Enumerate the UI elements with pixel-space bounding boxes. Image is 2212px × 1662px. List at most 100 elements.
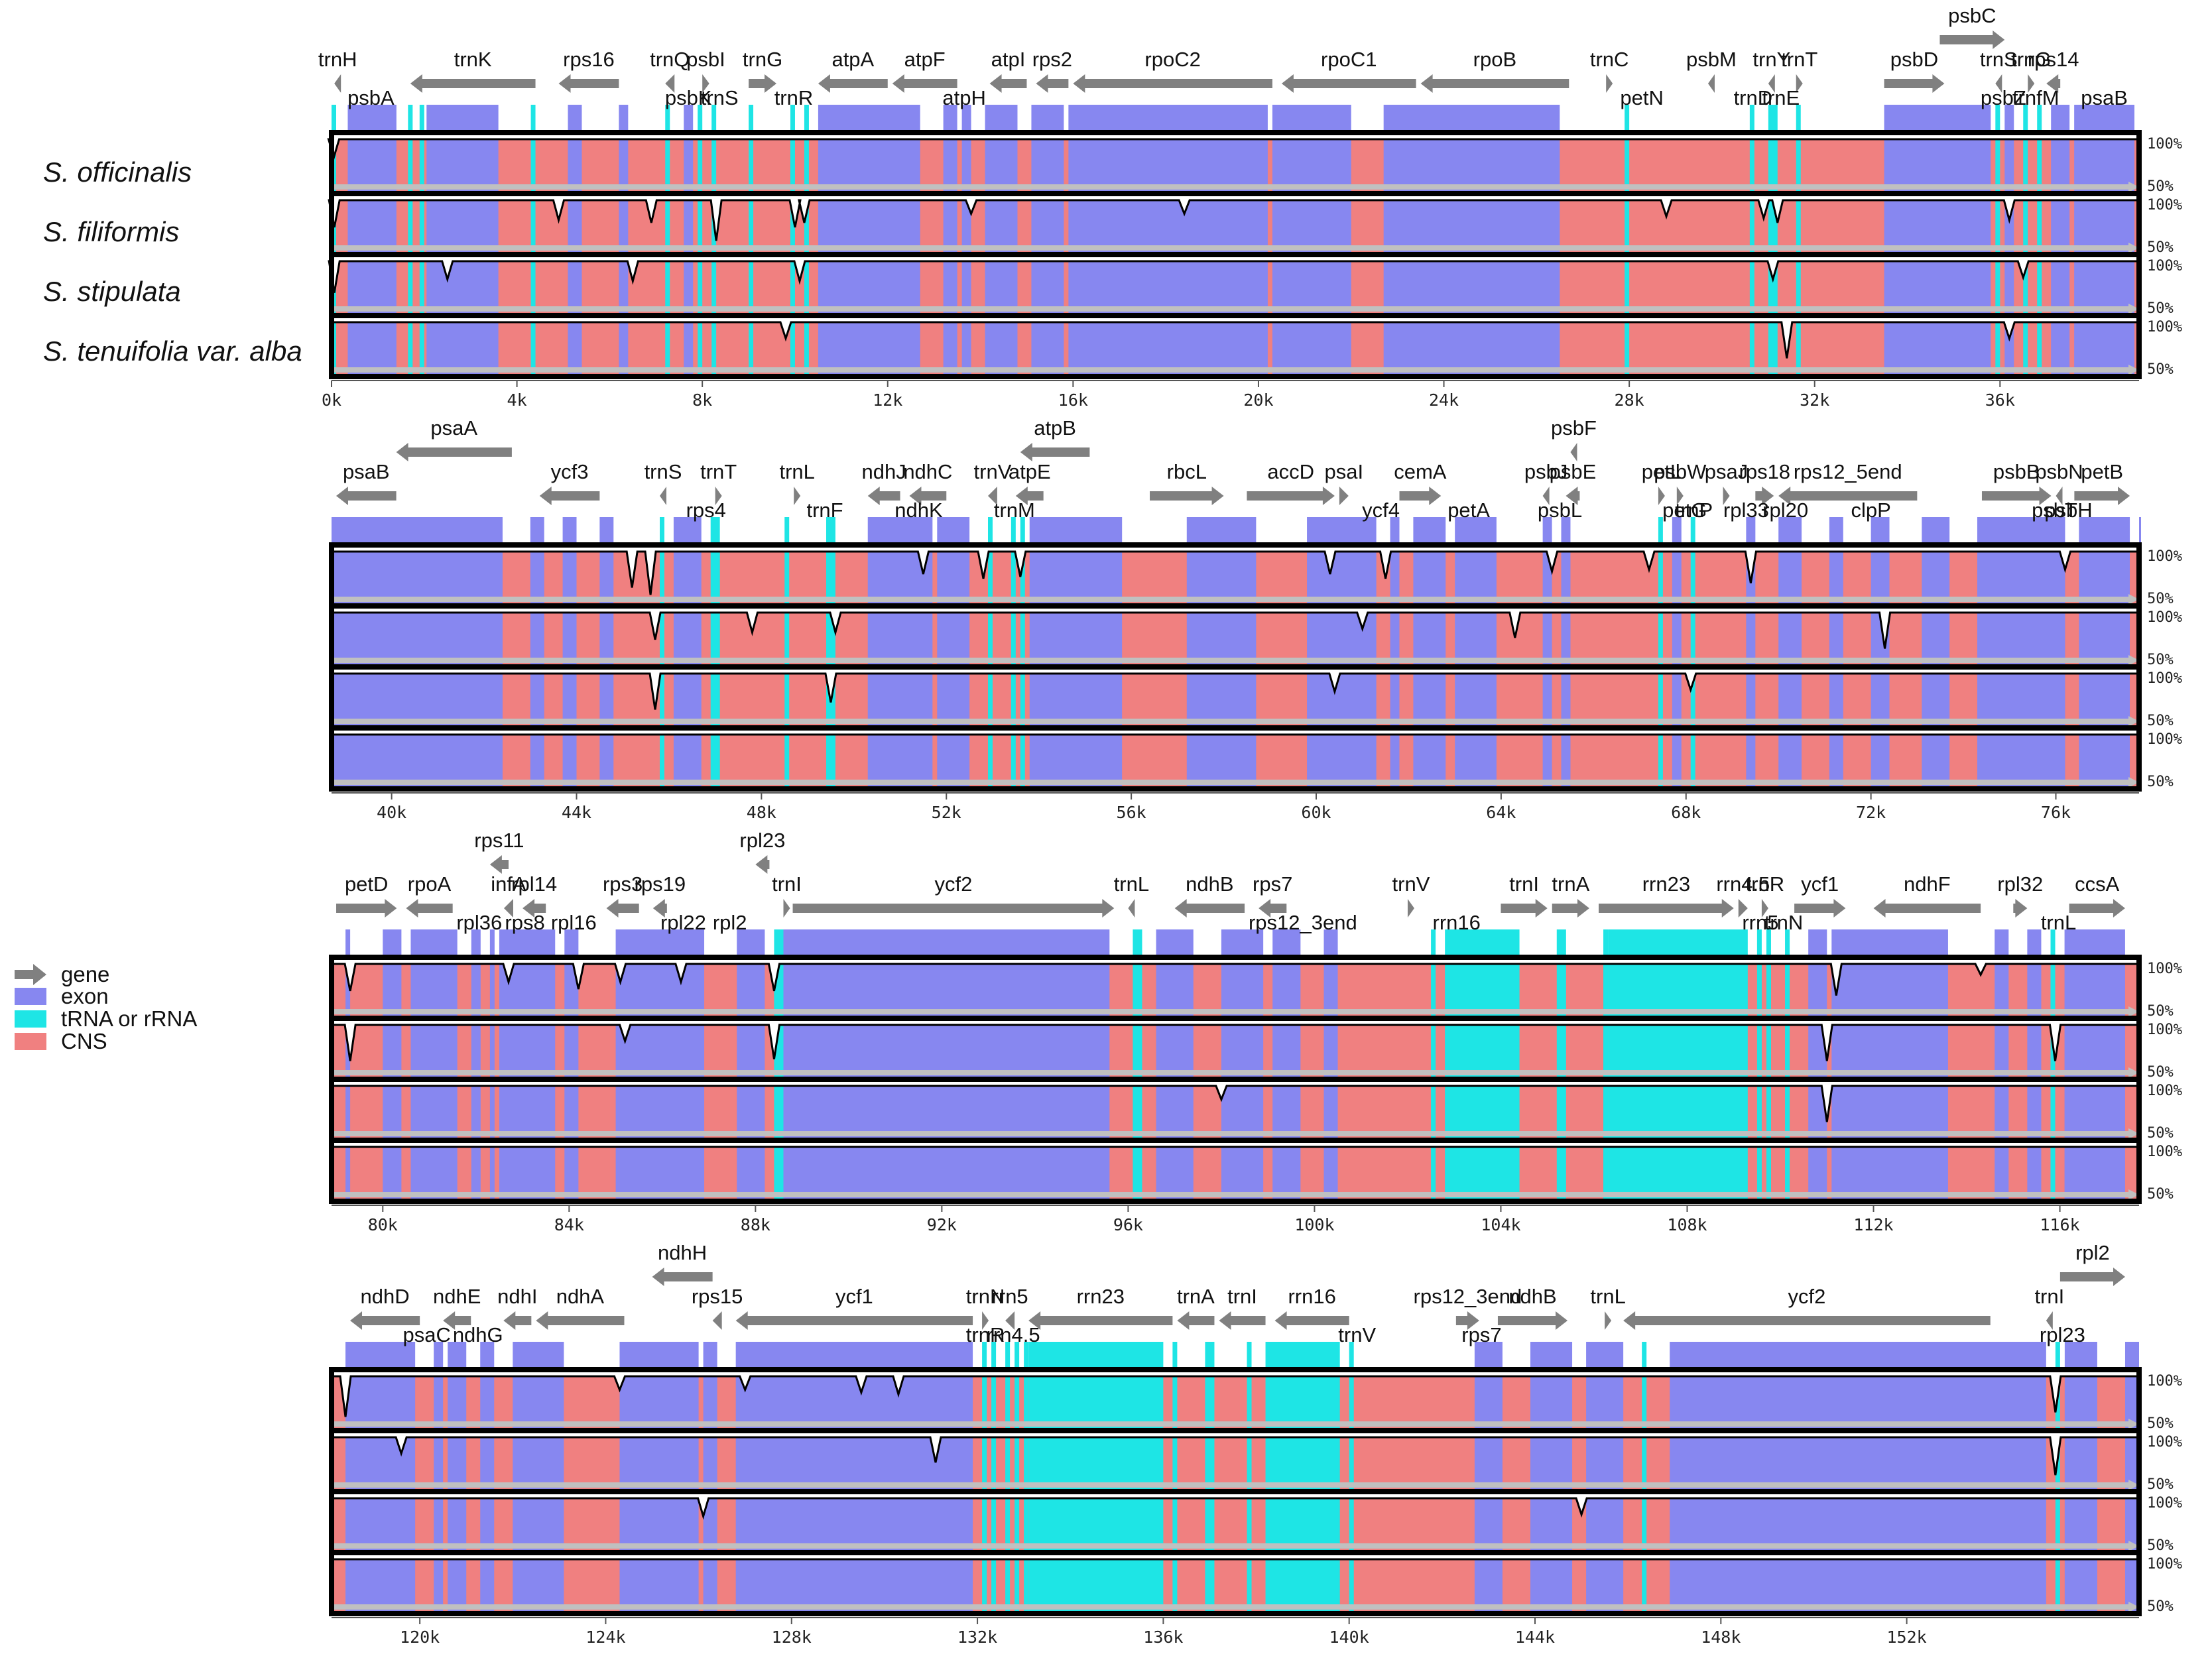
annotation-strip-region <box>826 517 835 542</box>
gene-label: rps18 <box>1739 460 1791 483</box>
exon-region <box>489 960 495 1016</box>
trna-region <box>1642 1555 1647 1611</box>
exon-region <box>1829 609 1843 664</box>
identity-fill <box>328 135 2139 158</box>
identity-line <box>332 1436 2139 1476</box>
gene-label: rpl20 <box>1762 499 1808 522</box>
annotation-strip-region <box>513 1342 564 1367</box>
gene-label: psbD <box>1890 48 1938 71</box>
gene-label: petN <box>1620 86 1663 109</box>
annotation-strip-region <box>673 517 702 542</box>
exon-region <box>383 960 402 1016</box>
gene-label: trnL <box>1114 872 1149 896</box>
exon-region <box>426 318 499 374</box>
exon-region <box>1272 318 1351 374</box>
annotation-strip-region <box>1995 929 2009 955</box>
exon-region <box>489 1021 495 1077</box>
exon-region <box>1831 1021 1948 1077</box>
trna-region <box>530 318 536 374</box>
exon-region <box>615 1143 705 1199</box>
exon-region <box>943 135 957 191</box>
exon-region <box>568 318 582 374</box>
trna-region <box>749 196 754 252</box>
gene-label: rpl16 <box>551 911 597 934</box>
trna-region <box>1349 1555 1354 1611</box>
gene-label: rbcL <box>1167 460 1207 483</box>
exon-region <box>1884 135 1991 191</box>
annotation-strip-region <box>1031 105 1064 130</box>
gene-label: psaC <box>402 1323 450 1346</box>
gene-label: ycf2 <box>1788 1285 1826 1308</box>
annotation-strip-region <box>1556 929 1566 955</box>
exon-region <box>1383 196 1560 252</box>
gene-arrow <box>1981 487 2052 505</box>
exon-region <box>1884 257 1991 313</box>
gene-arrow <box>2069 899 2125 918</box>
trna-region <box>1756 960 1762 1016</box>
annotation-strip-region <box>1995 105 2000 130</box>
gene-arrow <box>1794 899 1846 918</box>
exon-region <box>1186 609 1257 664</box>
exon-region <box>2074 135 2135 191</box>
gene-arrow <box>334 74 341 93</box>
percent-label-50: 50% <box>2147 1598 2174 1615</box>
exon-region <box>2064 1555 2097 1611</box>
gene-arrow <box>652 1268 713 1286</box>
trna-region <box>1024 1433 1029 1489</box>
trna-region <box>982 1372 987 1428</box>
trna-region <box>804 135 809 191</box>
gene-label: rps7 <box>1253 872 1292 896</box>
gene-label: atpH <box>942 86 985 109</box>
gene-label: ndhA <box>556 1285 605 1308</box>
exon-region <box>1390 609 1400 664</box>
exon-region <box>615 960 705 1016</box>
trna-region <box>1133 960 1142 1016</box>
trna-region <box>1749 135 1754 191</box>
exon-region <box>1778 670 1802 725</box>
trna-region <box>1658 609 1663 664</box>
trna-region <box>1625 196 1630 252</box>
trna-region <box>1658 548 1663 603</box>
gene-label: petL <box>1642 460 1682 483</box>
trna-region <box>2023 318 2028 374</box>
gene-label: rpoB <box>1473 48 1516 71</box>
gene-label: ndhH <box>658 1241 707 1264</box>
exon-region <box>499 1143 556 1199</box>
exon-region <box>1778 548 1802 603</box>
exon-region <box>1922 731 1950 786</box>
annotation-strip-region <box>1766 929 1771 955</box>
trna-region <box>419 318 424 374</box>
exon-region <box>1746 670 1756 725</box>
exon-region <box>345 1082 351 1138</box>
trna-region <box>1995 318 2000 374</box>
exon-region <box>562 670 577 725</box>
gene-label: trnA <box>1552 872 1589 896</box>
trna-region <box>2037 135 2042 191</box>
trna-region <box>1014 1555 1020 1611</box>
annotation-strip-region <box>804 105 809 130</box>
identity-line <box>332 550 2139 595</box>
exon-region <box>1413 731 1446 786</box>
annotation-strip-region <box>1977 517 2065 542</box>
exon-region <box>513 1433 564 1489</box>
exon-region <box>703 1372 717 1428</box>
percent-label-50: 50% <box>2147 1476 2174 1493</box>
trna-region <box>1603 960 1609 1016</box>
annotation-strip-region <box>1785 929 1790 955</box>
gene-arrow <box>1884 74 1945 93</box>
gene-arrow <box>503 1311 532 1330</box>
identity-line <box>332 672 2139 710</box>
gene-arrow <box>1755 487 1774 505</box>
exon-region <box>1672 731 1682 786</box>
percent-label-100: 100% <box>2147 731 2182 748</box>
trna-region <box>665 318 670 374</box>
gene-arrow <box>665 74 675 93</box>
exon-region <box>410 1021 458 1077</box>
annotation-strip-region <box>1658 517 1663 542</box>
trna-region <box>1247 1372 1252 1428</box>
gene-label: rps12_3end <box>1414 1285 1522 1308</box>
exon-region <box>1307 731 1377 786</box>
exon-region <box>1029 548 1123 603</box>
trna-region <box>1011 670 1016 725</box>
trna-region <box>698 135 703 191</box>
